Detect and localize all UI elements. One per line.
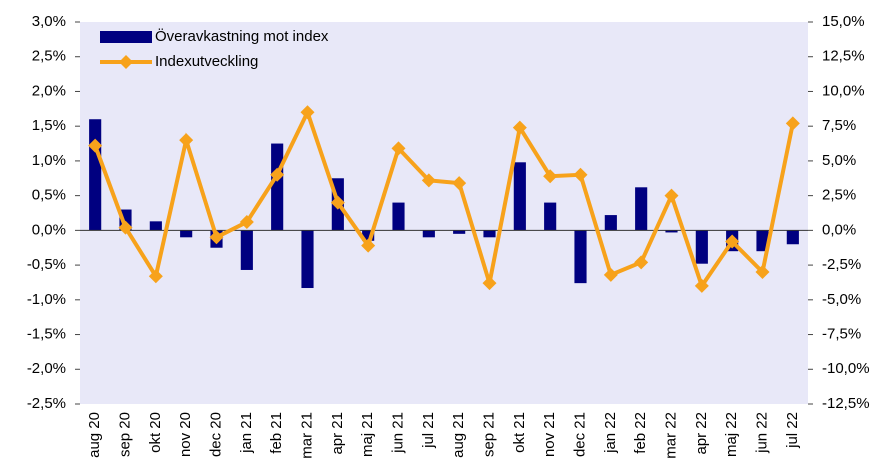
y2-tick-label: -7,5%: [822, 326, 861, 343]
y-tick-label: -2,0%: [27, 360, 66, 377]
marker: [421, 173, 436, 188]
y2-tick-label: 0,0%: [822, 221, 856, 238]
y-tick-label: 3,0%: [32, 13, 66, 30]
x-tick-label: nov 20: [177, 412, 194, 457]
y-tick-label: -2,5%: [27, 395, 66, 412]
x-tick-label: apr 21: [329, 412, 346, 455]
y2-tick-label: 2,5%: [822, 187, 856, 204]
x-tick-label: feb 22: [632, 412, 649, 454]
legend-label: Indexutveckling: [155, 53, 258, 70]
y-tick-label: 2,0%: [32, 82, 66, 99]
y-tick-label: -0,5%: [27, 256, 66, 273]
marker: [88, 138, 103, 153]
x-tick-label: aug 21: [450, 412, 467, 458]
x-tick-label: mar 21: [298, 412, 315, 459]
marker: [634, 255, 649, 270]
x-tick-label: maj 21: [359, 412, 376, 457]
y2-tick-label: -2,5%: [822, 256, 861, 273]
marker: [300, 105, 315, 120]
bar: [513, 162, 526, 231]
y-tick-label: -1,5%: [27, 326, 66, 343]
y2-tick-label: 10,0%: [822, 82, 865, 99]
x-tick-label: sep 21: [480, 412, 497, 457]
marker: [543, 169, 558, 184]
line: [93, 107, 795, 291]
marker: [330, 195, 345, 210]
x-tick-label: jan 22: [602, 412, 619, 454]
marker: [725, 234, 740, 249]
y2-tick-label: 5,0%: [822, 152, 856, 169]
x-tick-label: feb 21: [268, 412, 285, 454]
bar: [89, 119, 102, 231]
y-tick-label: -1,0%: [27, 291, 66, 308]
marker: [179, 133, 194, 148]
x-tick-label: maj 22: [723, 412, 740, 457]
marker: [452, 176, 467, 191]
marker: [270, 167, 285, 182]
bar: [180, 230, 193, 238]
marker: [755, 265, 770, 280]
bar: [240, 230, 253, 270]
y-tick-label: 0,0%: [32, 221, 66, 238]
marker: [148, 269, 163, 284]
x-tick-label: okt 20: [147, 412, 164, 453]
x-tick-label: okt 21: [511, 412, 528, 453]
marker: [118, 220, 133, 235]
x-tick-label: jun 22: [753, 412, 770, 454]
y2-tick-label: -12,5%: [822, 395, 870, 412]
y2-tick-label: 15,0%: [822, 13, 865, 30]
bar: [301, 230, 314, 289]
x-tick-label: dec 21: [571, 412, 588, 457]
y2-tick-label: -5,0%: [822, 291, 861, 308]
bar: [271, 143, 284, 231]
marker: [391, 141, 406, 156]
marker: [573, 167, 588, 182]
bar: [544, 202, 557, 231]
marker: [512, 120, 527, 135]
y-tick-label: 0,5%: [32, 187, 66, 204]
x-tick-label: nov 21: [541, 412, 558, 457]
legend-swatch: [100, 31, 152, 43]
x-tick-label: jan 21: [238, 412, 255, 454]
bar: [665, 230, 678, 233]
x-tick-label: apr 22: [693, 412, 710, 455]
y2-tick-label: 12,5%: [822, 48, 865, 65]
x-tick-label: aug 20: [86, 412, 103, 458]
bar: [149, 221, 162, 231]
x-tick-label: jul 21: [420, 412, 437, 449]
x-tick-label: mar 22: [662, 412, 679, 459]
marker: [361, 238, 376, 253]
y-tick-label: 2,5%: [32, 48, 66, 65]
legend-label: Överavkastning mot index: [155, 27, 329, 45]
marker: [664, 188, 679, 203]
x-tick-label: jul 22: [784, 412, 801, 449]
bar: [574, 230, 587, 284]
bar: [422, 230, 435, 238]
plot-area: [80, 22, 808, 404]
marker: [482, 276, 497, 291]
x-tick-label: sep 20: [116, 412, 133, 457]
x-tick-label: jun 21: [389, 412, 406, 454]
bar: [392, 202, 405, 231]
marker: [239, 215, 254, 230]
marker: [209, 230, 224, 245]
y2-tick-label: 7,5%: [822, 117, 856, 134]
legend-swatch: [119, 55, 133, 69]
bar: [604, 215, 617, 231]
x-tick-label: dec 20: [207, 412, 224, 457]
bar: [362, 230, 375, 241]
marker: [603, 267, 618, 282]
bar: [756, 230, 769, 252]
y-tick-label: 1,5%: [32, 117, 66, 134]
marker: [785, 116, 800, 131]
y-tick-label: 1,0%: [32, 152, 66, 169]
bar: [453, 230, 466, 234]
bar: [786, 230, 799, 245]
bar: [695, 230, 708, 264]
y2-tick-label: -10,0%: [822, 360, 870, 377]
bar: [635, 187, 648, 231]
marker: [694, 278, 709, 293]
bar: [483, 230, 496, 238]
